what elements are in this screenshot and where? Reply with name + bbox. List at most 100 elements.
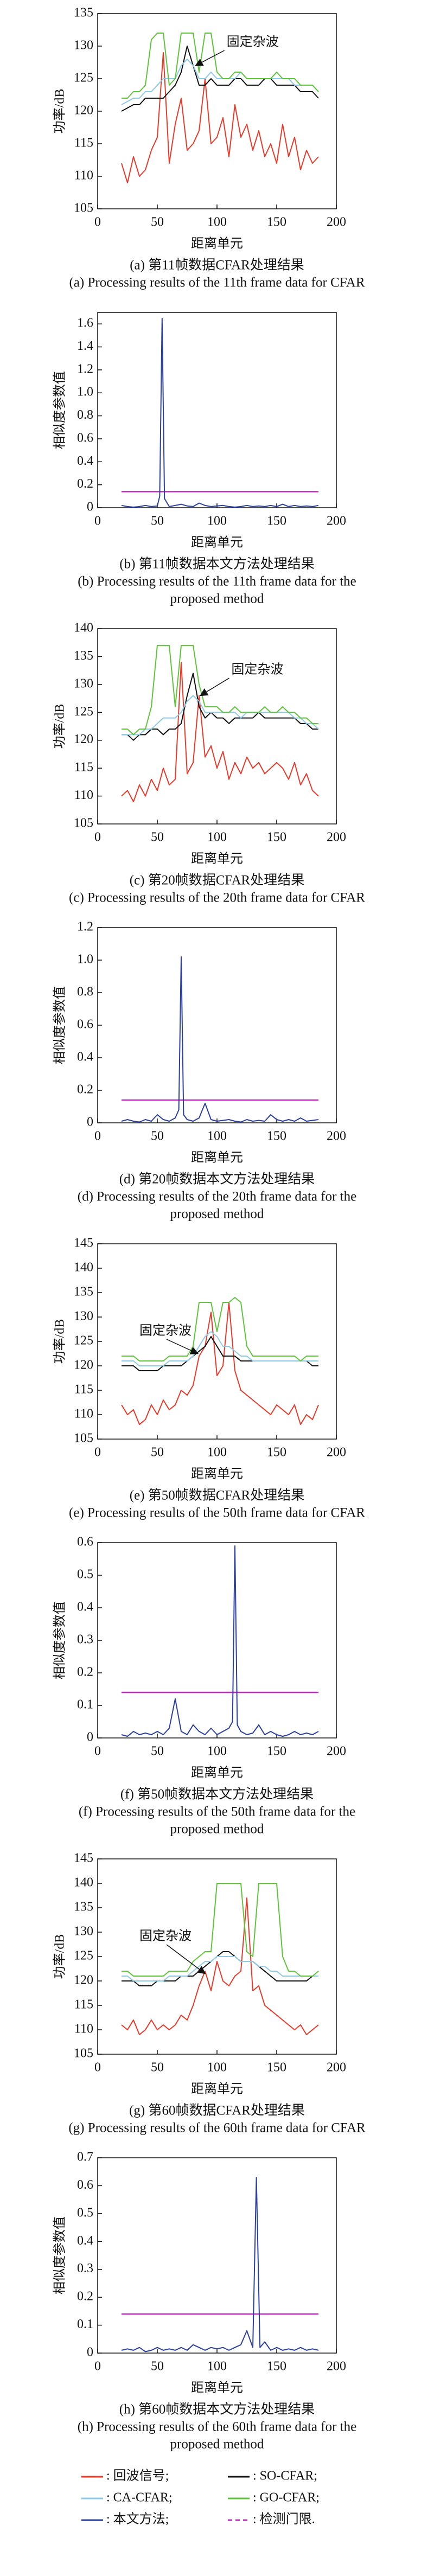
plot-frame [97,1542,337,1738]
y-tick-label: 0.8 [77,408,93,422]
y-tick-label: 0.6 [77,1535,93,1549]
y-tick-label: 130 [74,676,93,691]
caption: (c) 第20帧数据CFAR处理结果 [130,873,304,888]
y-axis-label: 功率/dB [53,1934,67,1979]
series-line [121,46,319,112]
y-tick-label: 1.0 [77,385,93,399]
y-tick-label: 135 [74,1900,93,1914]
y-tick-label: 115 [74,136,93,150]
annotation: 固定杂波 [139,1929,192,1944]
x-tick-label: 0 [94,830,101,845]
caption: proposed method [170,2437,264,2452]
y-tick-label: 0.4 [77,1050,93,1064]
caption: (h) Processing results of the 60th frame… [78,2420,356,2434]
annotation-arrow [199,677,229,696]
y-tick-label: 105 [74,2047,93,2061]
annotation-arrow [195,50,225,66]
y-tick-label: 110 [74,2022,93,2036]
y-tick-label: 0.2 [77,1083,93,1097]
x-axis-label: 距离单元 [191,1766,243,1780]
caption: (g) Processing results of the 60th frame… [68,2121,366,2136]
x-axis-label: 距离单元 [191,2381,243,2395]
y-axis-label: 相似度参数值 [53,986,67,1064]
caption: (h) 第60帧数据本文方法处理结果 [119,2402,315,2417]
legend-label: : SO-CFAR; [253,2469,317,2483]
series-line [121,956,319,1123]
x-tick-label: 200 [327,1129,346,1143]
x-tick-label: 200 [327,215,346,229]
x-axis-label: 距离单元 [191,236,243,251]
y-tick-label: 0.7 [77,2150,93,2164]
x-tick-label: 150 [267,1446,286,1460]
series-line [121,661,319,802]
x-tick-label: 50 [151,2061,164,2075]
caption: (d) 第20帧数据本文方法处理结果 [119,1172,315,1187]
x-axis-label: 距离单元 [191,2082,243,2096]
caption: (e) 第50帧数据CFAR处理结果 [130,1488,304,1503]
y-tick-label: 110 [74,1407,93,1421]
caption: (d) Processing results of the 20th frame… [78,1190,356,1204]
x-tick-label: 100 [207,2360,227,2374]
y-tick-label: 0.2 [77,477,93,491]
x-tick-label: 150 [267,2061,286,2075]
series-line [122,1331,318,1366]
x-tick-label: 0 [94,2061,101,2075]
y-axis-label: 相似度参数值 [53,1601,67,1679]
y-tick-label: 1.4 [77,339,93,353]
y-tick-label: 1.2 [77,920,93,934]
y-axis-label: 功率/dB [53,89,67,134]
y-tick-label: 0.2 [77,2290,93,2304]
y-tick-label: 135 [74,649,93,663]
caption: (a) 第11帧数据CFAR处理结果 [130,258,304,273]
y-tick-label: 0.1 [77,1698,93,1712]
y-tick-label: 0.4 [77,454,93,468]
y-tick-label: 0.4 [77,2234,93,2248]
x-tick-label: 0 [94,1744,101,1759]
series-line [121,52,319,183]
y-tick-label: 115 [74,760,93,775]
y-axis-label: 相似度参数值 [53,2216,67,2294]
series-line [121,1302,319,1425]
annotation: 固定杂波 [231,662,283,677]
caption: (f) 第50帧数据本文方法处理结果 [120,1787,314,1802]
y-tick-label: 125 [74,71,93,85]
x-tick-label: 0 [94,1446,101,1460]
x-tick-label: 150 [267,830,286,845]
y-axis-label: 功率/dB [53,704,67,749]
y-tick-label: 0.4 [77,1600,93,1614]
caption: (g) 第60帧数据CFAR处理结果 [129,2103,305,2118]
y-tick-label: 145 [74,1236,93,1250]
x-tick-label: 100 [207,830,227,845]
legend-label: : CA-CFAR; [106,2491,173,2505]
y-tick-label: 135 [74,1285,93,1299]
series-line [121,1545,319,1737]
x-tick-label: 50 [151,1446,164,1460]
y-tick-label: 115 [74,1998,93,2012]
legend-label: : GO-CFAR; [253,2491,320,2505]
x-axis-label: 距离单元 [191,535,243,550]
y-tick-label: 0.5 [77,1568,93,1582]
x-tick-label: 50 [151,2360,164,2374]
y-tick-label: 125 [74,1949,93,1963]
y-tick-label: 120 [74,732,93,746]
legend-label: : 回波信号; [106,2469,169,2483]
x-tick-label: 50 [151,514,164,528]
plot-frame [97,628,337,824]
x-tick-label: 150 [267,1129,286,1143]
x-tick-label: 50 [151,215,164,229]
y-tick-label: 120 [74,104,93,118]
y-tick-label: 140 [74,1876,93,1890]
y-tick-label: 110 [74,169,93,183]
caption: (f) Processing results of the 50th frame… [79,1805,355,1819]
series-line [122,1297,318,1361]
x-tick-label: 200 [327,2360,346,2374]
y-tick-label: 0.2 [77,1665,93,1679]
caption: (a) Processing results of the 11th frame… [69,276,365,290]
annotation-arrow [166,1944,206,1974]
plot-frame [97,312,337,508]
annotation: 固定杂波 [227,35,279,49]
x-axis-label: 距离单元 [191,852,243,866]
y-tick-label: 105 [74,1431,93,1446]
x-tick-label: 0 [94,514,101,528]
